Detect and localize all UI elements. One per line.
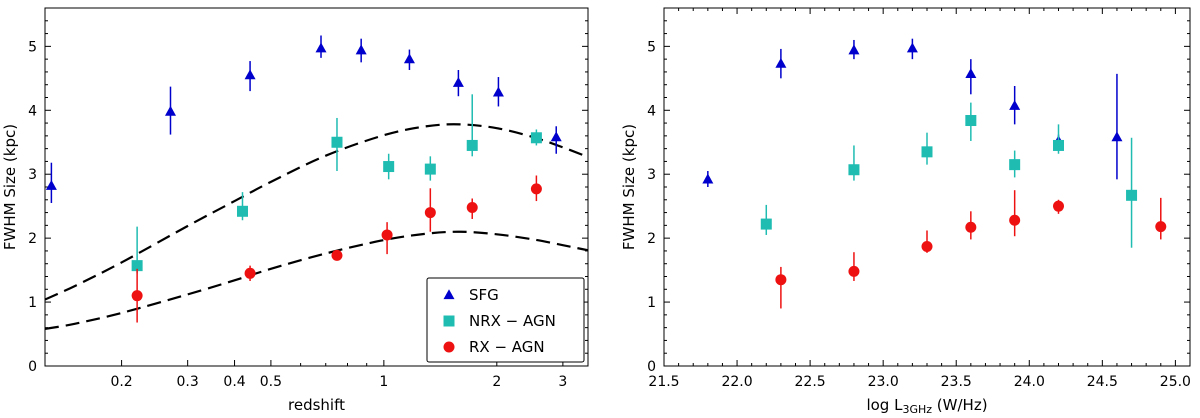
model-curve-lower-model: [45, 230, 588, 331]
data-point: [965, 68, 977, 78]
y-axis-label: FWHM Size (kpc): [620, 124, 638, 250]
y-tick-label: 1: [28, 295, 37, 311]
legend-label: NRX − AGN: [469, 312, 556, 330]
data-point: [1053, 139, 1064, 151]
y-tick-label: 5: [647, 39, 656, 55]
model-curve-upper-model: [45, 123, 588, 301]
data-point: [965, 221, 977, 233]
data-point: [45, 179, 57, 190]
data-point: [244, 267, 256, 279]
x-tick-label: 1: [379, 374, 388, 390]
data-point: [1111, 131, 1123, 142]
y-tick-label: 3: [28, 167, 37, 183]
y-tick-label: 1: [647, 295, 656, 311]
series-circle: [131, 175, 542, 323]
series-triangle: [45, 35, 562, 203]
data-point: [164, 105, 176, 116]
data-point: [848, 44, 860, 55]
legend-marker: [443, 315, 455, 327]
y-tick-label: 2: [28, 231, 37, 247]
right-panel-luminosity: 21.5 22.0 22.5 23.0 23.5 24.0 24.5 25.0 0 1 2 3 4 5 FW…: [620, 7, 1191, 416]
data-point: [775, 57, 787, 68]
data-point: [236, 205, 248, 217]
data-point: [921, 240, 933, 252]
data-point: [1126, 189, 1138, 201]
data-point: [466, 201, 478, 213]
data-point: [702, 173, 714, 184]
data-point: [315, 42, 327, 53]
x-tick-label: 0.5: [260, 374, 282, 390]
y-tick-label: 4: [647, 103, 656, 119]
data-point: [424, 207, 436, 219]
data-point: [1155, 221, 1167, 233]
data-point: [550, 131, 562, 142]
data-point: [452, 77, 464, 87]
data-point: [1009, 159, 1021, 171]
data-point: [403, 53, 415, 64]
data-point: [383, 161, 395, 173]
y-tick-label: 0: [647, 359, 656, 375]
data-point: [492, 86, 504, 97]
x-tick-label: 3: [558, 374, 567, 390]
data-point: [131, 260, 143, 272]
data-point: [381, 229, 393, 241]
x-tick-label: 22.5: [795, 374, 826, 390]
legend-box: [426, 277, 585, 363]
data-point: [1053, 200, 1064, 212]
left-panel-redshift: 0.2 0.3 0.4 0.5 1 2 3 0 1 2 3 4 5 FWHM Size (kpc) reds…: [1, 7, 589, 414]
y-tick-label: 5: [28, 39, 37, 55]
plot-frame: [663, 7, 1191, 367]
data-point: [760, 218, 772, 230]
y-tick-label: 4: [28, 103, 37, 119]
data-point: [965, 115, 977, 127]
legend-marker: [443, 341, 455, 353]
data-point: [848, 164, 860, 176]
x-tick-label: 23.0: [868, 374, 899, 390]
x-tick-label: 0.2: [110, 374, 132, 390]
y-axis-label: FWHM Size (kpc): [1, 124, 19, 250]
series-square: [760, 102, 1138, 248]
data-point: [530, 132, 542, 144]
data-point: [921, 146, 933, 158]
data-point: [424, 163, 436, 175]
x-tick-label: 22.0: [721, 374, 752, 390]
x-tick-label: 24.0: [1014, 374, 1045, 390]
series-circle: [775, 190, 1167, 309]
data-point: [1009, 214, 1021, 226]
data-point: [530, 183, 542, 195]
data-point: [355, 44, 367, 55]
x-tick-label: 0.3: [177, 374, 199, 390]
data-point: [131, 290, 143, 302]
data-point: [1009, 100, 1021, 110]
y-tick-label: 3: [647, 167, 656, 183]
x-tick-label: 21.5: [648, 374, 679, 390]
series-triangle: [702, 38, 1123, 187]
data-point: [244, 69, 256, 80]
data-point: [331, 249, 343, 261]
legend-label: SFG: [469, 286, 499, 304]
data-point: [775, 274, 787, 286]
x-axis-label: log L3GHz (W/Hz): [866, 396, 987, 416]
y-tick-label: 0: [28, 359, 37, 375]
x-tick-label: 2: [492, 374, 501, 390]
x-tick-label: 24.5: [1087, 374, 1118, 390]
series-square: [131, 94, 542, 274]
data-point: [466, 139, 478, 151]
x-tick-label: 23.5: [941, 374, 972, 390]
legend-marker: [443, 289, 455, 300]
y-tick-label: 2: [647, 231, 656, 247]
x-tick-label: 25.0: [1160, 374, 1191, 390]
x-axis-label: redshift: [288, 396, 345, 414]
x-tick-label: 0.4: [223, 374, 245, 390]
data-point: [906, 42, 918, 53]
legend-label: RX − AGN: [469, 338, 545, 356]
data-point: [331, 136, 343, 148]
data-point: [848, 265, 860, 277]
